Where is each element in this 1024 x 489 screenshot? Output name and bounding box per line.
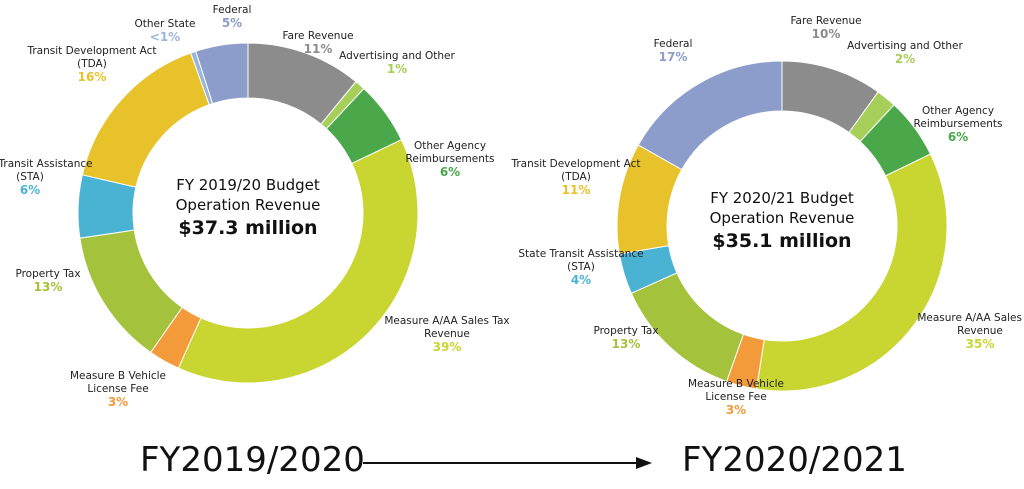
- category-label: Federal: [212, 4, 252, 16]
- chart-title: FY 2020/21 Budget: [710, 189, 854, 207]
- category-label: Advertising and Other: [339, 50, 455, 62]
- slice-label: Federal 5%: [167, 4, 297, 30]
- category-label: Property Tax: [15, 268, 81, 280]
- value-label: 11%: [561, 183, 591, 197]
- arrow-head: [636, 457, 652, 469]
- value-label: 2%: [894, 52, 916, 66]
- slice-label: Transit Development Act (TDA) 16%: [27, 45, 157, 84]
- total-label: $37.3 million: [178, 217, 318, 239]
- slice-label: State Transit Assistance (STA) 4%: [516, 248, 646, 287]
- slice-label: Fare Revenue 10%: [761, 15, 891, 41]
- category-label: Transit Development Act (TDA): [27, 45, 157, 70]
- center-text: FY 2020/21 Budget Operation Revenue $35.1 …: [682, 188, 882, 254]
- value-label: 6%: [439, 165, 461, 179]
- category-label: Transit Development Act (TDA): [511, 158, 641, 183]
- category-label: Measure A/AA Sales Tax Revenue: [384, 315, 510, 340]
- category-label: Measure B Vehicle License Fee: [69, 370, 167, 395]
- slice-label: Property Tax 13%: [561, 325, 691, 351]
- category-label: Advertising and Other: [847, 40, 963, 52]
- value-label: 35%: [965, 337, 995, 351]
- value-label: 4%: [570, 273, 592, 287]
- category-label: Federal: [653, 38, 693, 50]
- value-label: 13%: [33, 280, 63, 294]
- value-label: 16%: [77, 70, 107, 84]
- slice-label: State Transit Assistance (STA)6%: [0, 158, 95, 197]
- donut-slice: [177, 139, 419, 384]
- chart-subtitle: Operation Revenue: [709, 209, 855, 227]
- chart-subtitle: Operation Revenue: [175, 196, 321, 214]
- value-label: 1%: [386, 62, 408, 76]
- caption: FY2019/2020: [140, 440, 365, 480]
- slice-label: Advertising and Other 1%: [332, 50, 462, 76]
- value-label: 6%: [19, 183, 41, 197]
- slice-label: Other Agency Reimbursements 6%: [385, 140, 515, 179]
- category-label: Fare Revenue: [790, 15, 862, 27]
- slice-label: Measure B Vehicle License Fee 3%: [671, 378, 801, 417]
- value-label: 6%: [947, 130, 969, 144]
- category-label: Measure B Vehicle License Fee: [687, 378, 785, 403]
- value-label: 3%: [725, 403, 747, 417]
- slice-label: Other State <1%: [100, 18, 230, 44]
- category-label: State Transit Assistance (STA): [518, 248, 644, 273]
- slice-label: Federal 17%: [608, 38, 738, 64]
- donut-slice: [195, 42, 249, 105]
- chart-title: FY 2019/20 Budget: [176, 176, 320, 194]
- slice-label: Transit Development Act (TDA) 11%: [511, 158, 641, 197]
- value-label: 3%: [107, 395, 129, 409]
- category-label: State Transit Assistance (STA): [0, 158, 93, 183]
- slice-label: Other Agency Reimbursements 6%: [893, 105, 1023, 144]
- value-label: 13%: [611, 337, 641, 351]
- value-label: 39%: [432, 340, 462, 354]
- value-label: <1%: [149, 30, 181, 44]
- category-label: Measure A/AA Sales Tax Revenue: [917, 312, 1024, 337]
- slice-label: Property Tax 13%: [0, 268, 113, 294]
- center-text: FY 2019/20 Budget Operation Revenue $37.3 …: [148, 175, 348, 241]
- category-label: Other Agency Reimbursements: [913, 105, 1003, 130]
- caption: FY2020/2021: [682, 440, 907, 480]
- slice-label: Advertising and Other 2%: [840, 40, 970, 66]
- value-label: 5%: [221, 16, 243, 30]
- slice-label: Fare Revenue 11%: [253, 30, 383, 56]
- category-label: Fare Revenue: [282, 30, 354, 42]
- value-label: 11%: [303, 42, 333, 56]
- category-label: Other Agency Reimbursements: [405, 140, 495, 165]
- category-label: Property Tax: [593, 325, 659, 337]
- category-label: Other State: [134, 18, 196, 30]
- donut-slice: [755, 153, 948, 392]
- value-label: 10%: [811, 27, 841, 41]
- donut-slice: [637, 60, 783, 171]
- slice-label: Measure B Vehicle License Fee 3%: [53, 370, 183, 409]
- total-label: $35.1 million: [712, 230, 852, 252]
- slice-label: Measure A/AA Sales Tax Revenue 39%: [382, 315, 512, 354]
- value-label: 17%: [658, 50, 688, 64]
